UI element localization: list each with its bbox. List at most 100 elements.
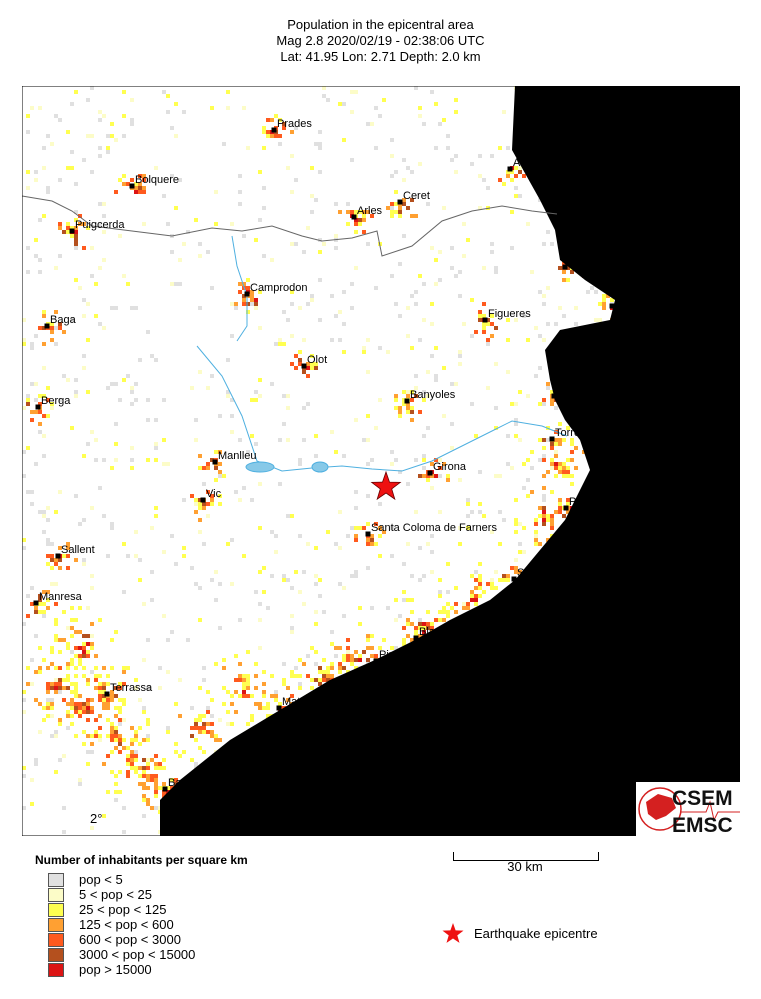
city-marker[interactable]: Manresa [33, 591, 83, 606]
city-label: Baga [50, 314, 77, 326]
population-cell [450, 446, 454, 450]
population-cell [426, 626, 430, 630]
population-cell [54, 734, 58, 738]
city-marker[interactable]: Prades [271, 118, 313, 133]
city-marker[interactable]: Argelers [507, 157, 555, 172]
epicentre-star-icon[interactable] [370, 470, 402, 501]
population-cell [142, 710, 146, 714]
population-cell [374, 522, 378, 526]
city-marker[interactable]: Camprodon [244, 282, 308, 297]
population-cell [282, 126, 286, 130]
population-cell [598, 318, 602, 322]
population-cell [550, 402, 554, 406]
city-marker[interactable]: Barcelona [162, 777, 219, 792]
city-marker[interactable]: Llanca [562, 255, 602, 270]
population-cell [42, 718, 46, 722]
city-marker[interactable]: Manlleu [212, 450, 257, 465]
population-cell [130, 766, 134, 770]
population-cell [558, 470, 562, 474]
city-marker[interactable]: Ceret [397, 190, 430, 205]
population-cell [98, 110, 102, 114]
city-marker[interactable]: Vic [200, 488, 222, 503]
population-cell [282, 422, 286, 426]
city-label: Sant Feliu de Guixols [517, 567, 622, 579]
population-cell [54, 634, 58, 638]
population-cell [114, 734, 118, 738]
city-marker[interactable]: Sant Feliu de Guixols [511, 567, 623, 582]
population-cell [74, 234, 78, 238]
city-marker[interactable]: Girona [427, 461, 467, 476]
city-marker[interactable]: Pineda de Mar [373, 649, 451, 664]
city-dot [200, 497, 206, 503]
city-marker[interactable]: Figueres [482, 308, 532, 323]
legend-label: pop > 15000 [79, 962, 152, 977]
city-marker[interactable]: Bolquere [129, 174, 180, 189]
city-marker[interactable]: Cadaques [609, 294, 666, 309]
population-cell [562, 514, 566, 518]
city-marker[interactable]: Blanes [413, 626, 454, 641]
legend-title: Number of inhabitants per square km [35, 853, 248, 867]
city-marker[interactable]: l'Escala [551, 384, 596, 399]
city-marker[interactable]: Palafrugell [563, 496, 621, 511]
population-cell [34, 382, 38, 386]
city-marker[interactable]: Banyoles [404, 389, 456, 404]
population-cell [494, 570, 498, 574]
population-cell [418, 578, 422, 582]
population-cell [98, 154, 102, 158]
population-cell [38, 598, 42, 602]
population-cell [146, 722, 150, 726]
population-cell [130, 306, 134, 310]
city-marker[interactable]: Olot [301, 354, 328, 369]
population-cell [154, 782, 158, 786]
population-cell [418, 274, 422, 278]
population-cell [126, 554, 130, 558]
population-cell [338, 646, 342, 650]
population-cell [66, 726, 70, 730]
population-cell [438, 250, 442, 254]
map-canvas[interactable]: Prades Argelers Bolquere Ceret Arles Puigcerd… [22, 86, 740, 836]
population-cell [54, 638, 58, 642]
population-cell [178, 754, 182, 758]
population-cell [318, 682, 322, 686]
population-cell [346, 646, 350, 650]
city-marker[interactable]: Torroella de Montgri [549, 427, 653, 442]
population-cell [114, 730, 118, 734]
population-cell [50, 734, 54, 738]
population-cell [134, 766, 138, 770]
population-cell [54, 690, 58, 694]
population-cell [506, 146, 510, 150]
population-cell [414, 214, 418, 218]
population-cell [174, 702, 178, 706]
city-marker[interactable]: Terrassa [104, 682, 154, 697]
population-cell [494, 362, 498, 366]
city-marker[interactable]: Baga [44, 314, 77, 329]
population-cell [70, 626, 74, 630]
population-cell [554, 466, 558, 470]
population-cell [286, 394, 290, 398]
city-marker[interactable]: Mataro [276, 696, 317, 711]
legend-swatch [48, 948, 64, 962]
population-cell [442, 414, 446, 418]
city-marker[interactable]: Santa Coloma de Farners [365, 522, 498, 537]
population-cell [450, 246, 454, 250]
population-cell [70, 166, 74, 170]
population-cell [354, 650, 358, 654]
population-cell [34, 254, 38, 258]
city-marker[interactable]: Puigcerda [69, 219, 126, 234]
city-marker[interactable]: Arles [351, 205, 383, 220]
population-cell [462, 322, 466, 326]
population-cell [398, 614, 402, 618]
population-cell [366, 462, 370, 466]
population-cell [90, 742, 94, 746]
population-cell [426, 394, 430, 398]
population-cell [366, 370, 370, 374]
population-cell [250, 434, 254, 438]
city-marker[interactable]: Berga [35, 395, 72, 410]
population-cell [342, 102, 346, 106]
population-cell [134, 678, 138, 682]
population-cell [566, 474, 570, 478]
population-cell [350, 526, 354, 530]
population-cell [490, 334, 494, 338]
city-marker[interactable]: Sallent [55, 544, 95, 559]
population-cell [542, 402, 546, 406]
